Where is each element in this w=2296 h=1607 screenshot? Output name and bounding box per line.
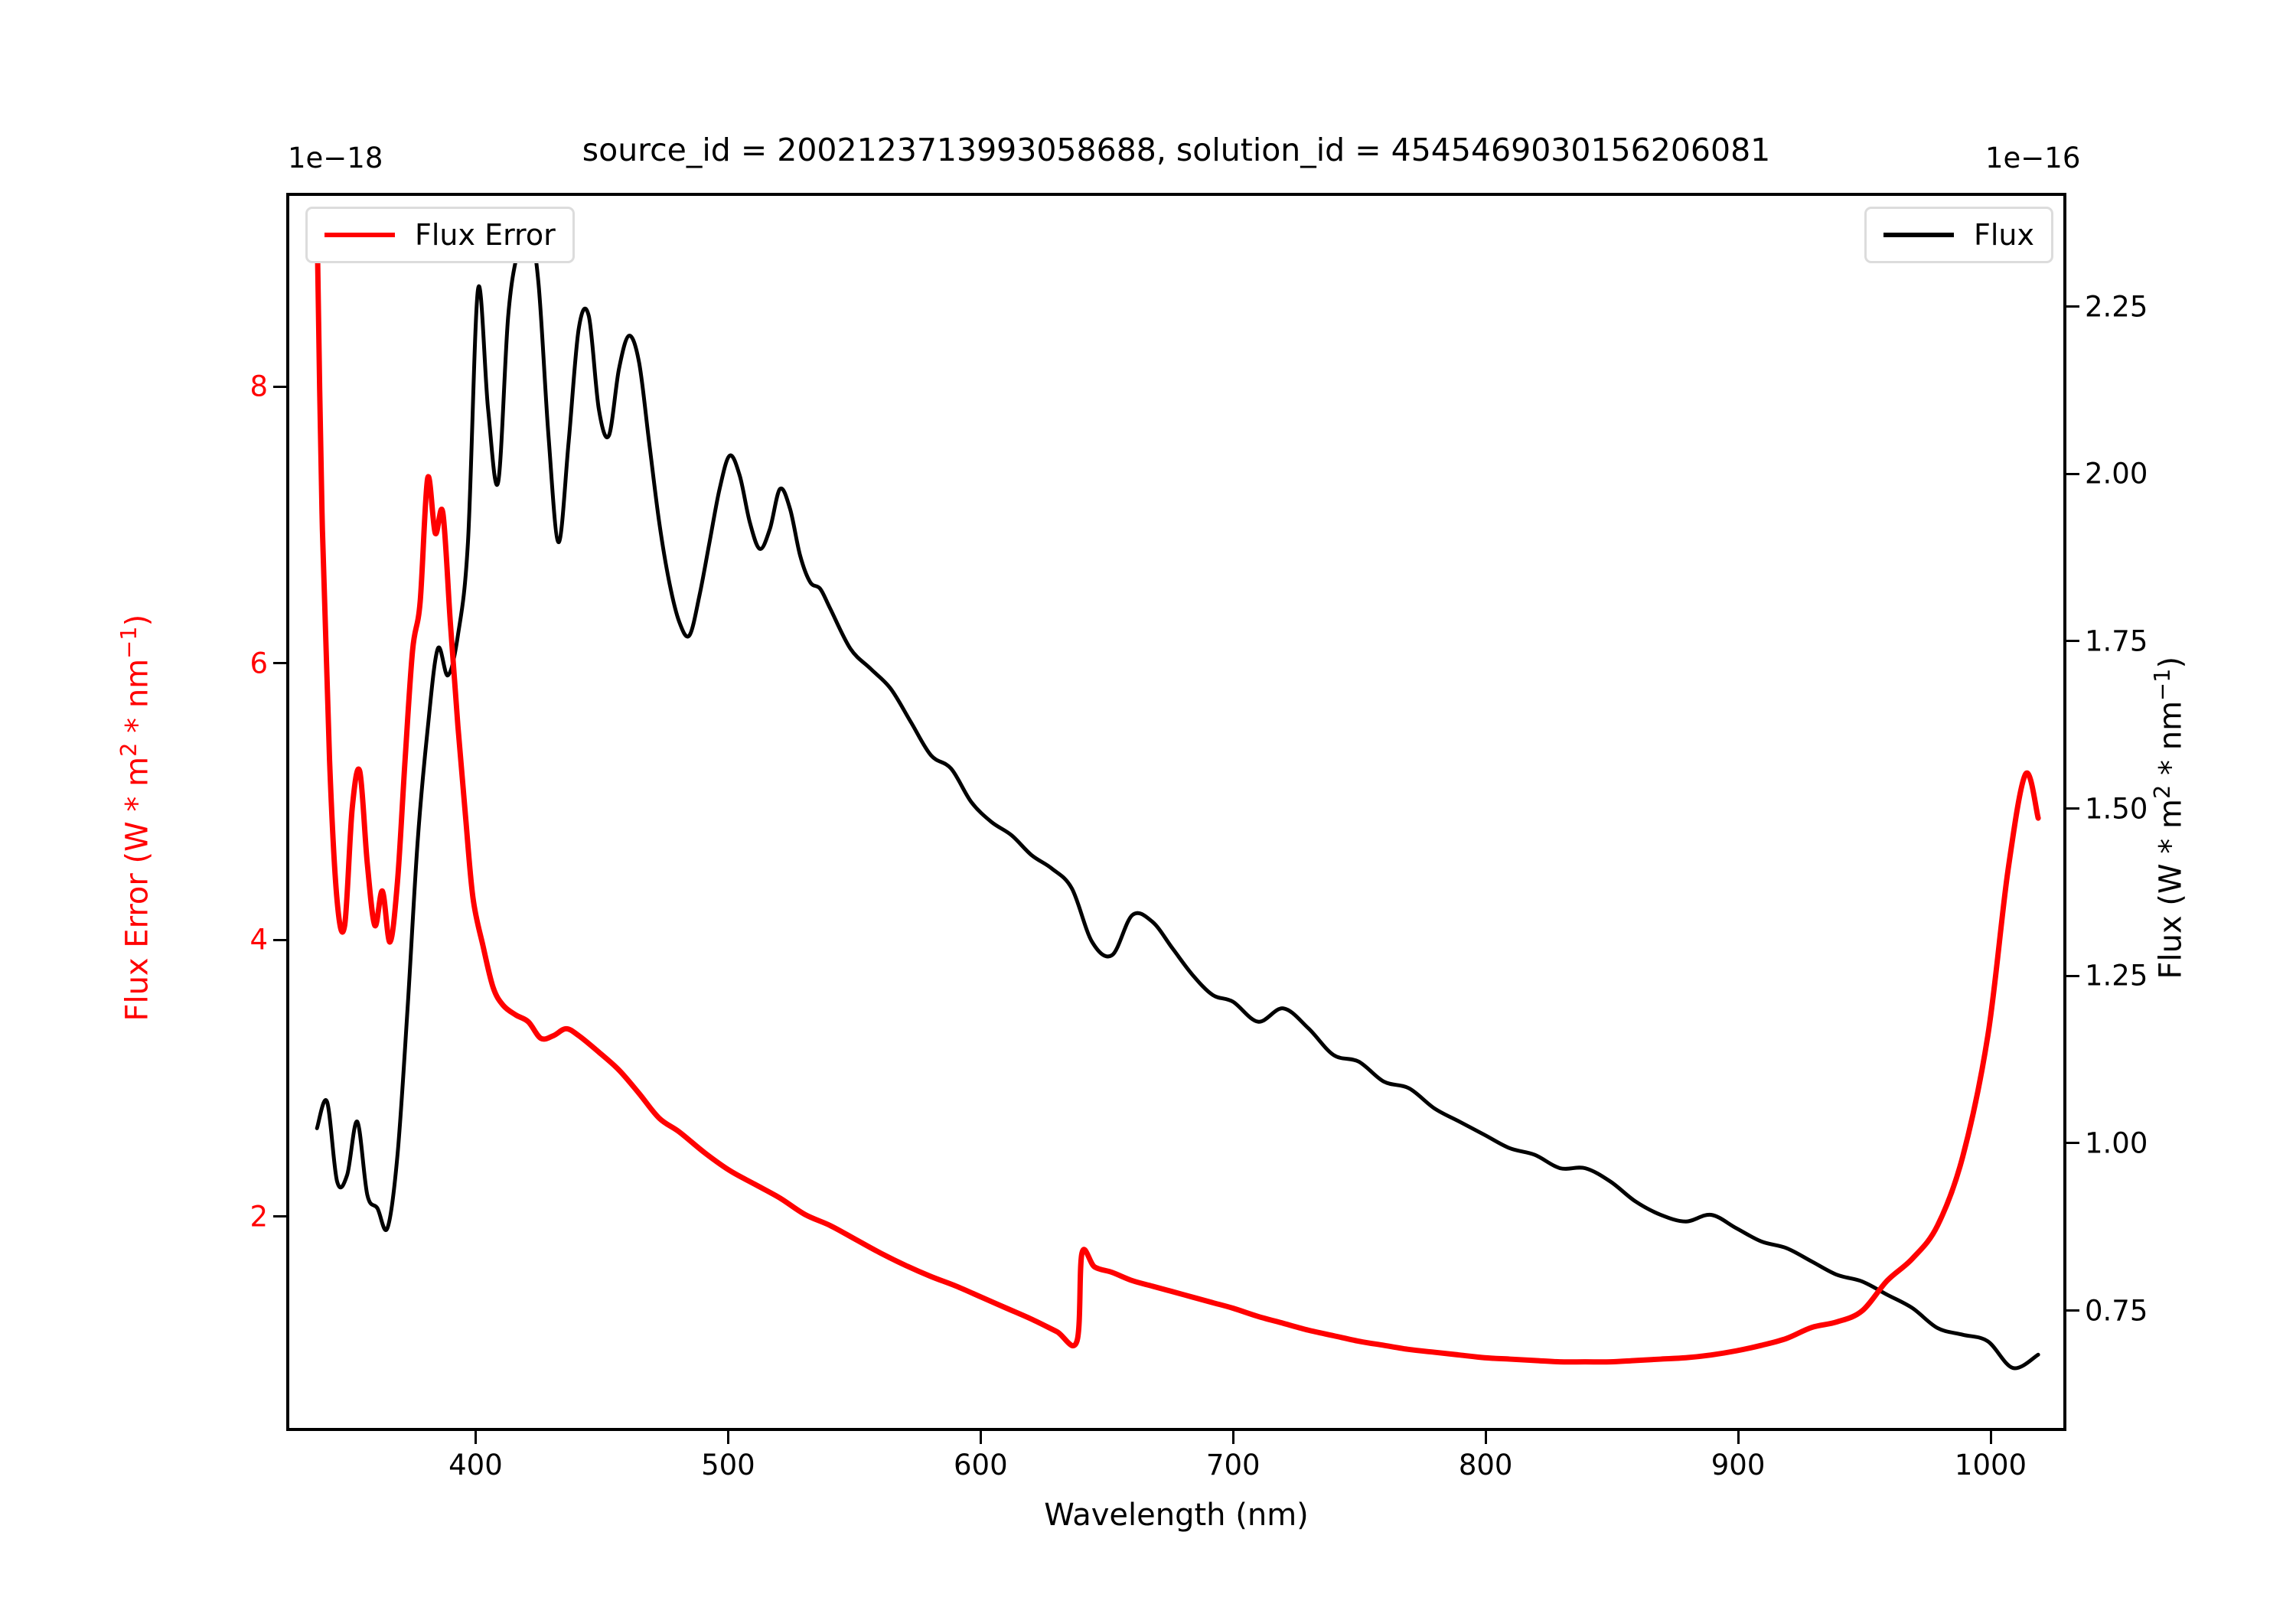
left-y-tick-mark	[273, 662, 286, 665]
right-y-tick-mark	[2066, 305, 2079, 308]
left-y-tick-mark	[273, 385, 286, 388]
x-tick-mark	[1737, 1431, 1740, 1444]
x-tick-label: 500	[701, 1449, 755, 1482]
right-y-tick-label: 2.25	[2085, 290, 2148, 324]
right-y-tick-label: 1.25	[2085, 959, 2148, 993]
right-y-tick-mark	[2066, 1142, 2079, 1145]
right-y-tick-mark	[2066, 640, 2079, 643]
legend-swatch-flux	[1883, 233, 1954, 237]
right-y-tick-mark	[2066, 974, 2079, 977]
right-y-tick-label: 1.50	[2085, 792, 2148, 826]
legend-flux-error[interactable]: Flux Error	[305, 207, 575, 263]
left-y-tick-label: 6	[249, 647, 268, 680]
left-y-tick-label: 2	[249, 1200, 268, 1234]
flux-line	[315, 219, 2040, 1371]
x-tick-mark	[474, 1431, 477, 1444]
left-y-axis-label-text: Flux Error (W * m2 * nm−1)	[116, 614, 155, 1022]
flux-error-line	[314, 214, 2041, 1365]
x-tick-label: 600	[953, 1449, 1008, 1482]
legend-label-flux: Flux	[1974, 218, 2034, 252]
right-y-tick-mark	[2066, 472, 2079, 475]
right-y-axis-label: Flux (W * m2 * nm−1)	[2149, 512, 2189, 1124]
right-axis-offset-label: 1e−16	[1985, 142, 2081, 174]
x-tick-mark	[726, 1431, 729, 1444]
chart-canvas	[314, 214, 2041, 1371]
right-y-tick-mark	[2066, 807, 2079, 810]
x-tick-label: 700	[1205, 1449, 1261, 1482]
legend-label-flux-error: Flux Error	[415, 218, 556, 252]
legend-swatch-flux-error	[325, 233, 395, 237]
right-y-tick-label: 1.00	[2085, 1126, 2148, 1160]
left-y-axis-label: Flux Error (W * m2 * nm−1)	[116, 512, 155, 1124]
left-y-tick-label: 4	[249, 923, 268, 957]
x-tick-label: 900	[1711, 1449, 1766, 1482]
x-tick-label: 1000	[1954, 1449, 2027, 1482]
x-tick-label: 800	[1458, 1449, 1513, 1482]
plot-area	[286, 193, 2066, 1431]
right-y-tick-label: 0.75	[2085, 1294, 2148, 1328]
left-axis-offset-label: 1e−18	[288, 142, 383, 174]
x-tick-mark	[979, 1431, 982, 1444]
x-tick-mark	[1989, 1431, 1992, 1444]
legend-flux[interactable]: Flux	[1864, 207, 2053, 263]
left-y-tick-mark	[273, 938, 286, 941]
left-y-tick-label: 8	[249, 370, 268, 403]
page-title: source_id = 2002123713993058688, solutio…	[582, 132, 1771, 168]
x-tick-label: 400	[448, 1449, 503, 1482]
x-tick-mark	[1484, 1431, 1487, 1444]
right-y-axis-label-text: Flux (W * m2 * nm−1)	[2149, 656, 2189, 980]
left-y-tick-mark	[273, 1215, 286, 1218]
x-axis-label: Wavelength (nm)	[1044, 1498, 1309, 1533]
right-y-tick-label: 1.75	[2085, 624, 2148, 658]
x-tick-mark	[1231, 1431, 1234, 1444]
right-y-tick-label: 2.00	[2085, 457, 2148, 491]
right-y-tick-mark	[2066, 1309, 2079, 1312]
